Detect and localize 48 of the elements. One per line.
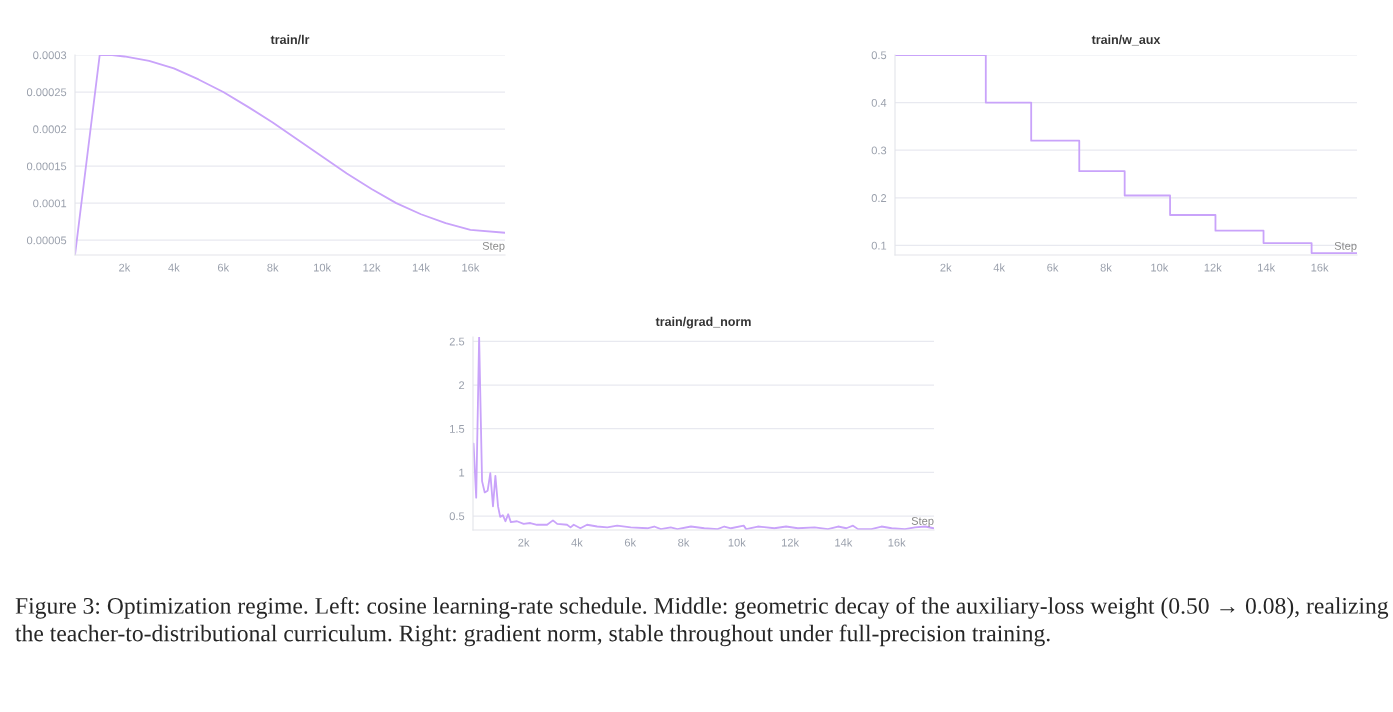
- y-tick-label: 1: [459, 468, 465, 477]
- y-tick-label: 2: [459, 381, 465, 390]
- y-tick-label: 0.0001: [33, 199, 67, 208]
- line-series: [473, 337, 934, 530]
- y-tick-label: 2.5: [449, 337, 465, 346]
- x-tick-label: 12k: [363, 263, 381, 272]
- x-tick-label: 6k: [624, 538, 637, 547]
- y-tick-label: 0.0003: [33, 51, 67, 60]
- y-tick-label: 0.5: [871, 51, 887, 60]
- y-tick-label: 0.5: [449, 512, 465, 521]
- caption: Figure 3: Optimization regime. Left: cosine learning-rate schedule. Middle: geometric decay of the auxiliary-loss weight (0.50 → 0.08), realizing the teacher-to-distributional curriculum. Right: gradient norm, stable throughout under full-precision training.: [15, 597, 1389, 647]
- y-tick-label: 0.1: [871, 241, 887, 250]
- x-tick-label: 2k: [119, 263, 131, 272]
- x-tick-label: 2k: [940, 263, 952, 272]
- x-tick-label: 14k: [412, 263, 430, 272]
- y-tick-label: 0.3: [871, 146, 887, 155]
- x-axis-title: Step: [911, 517, 934, 528]
- y-tick-label: 0.00005: [26, 236, 67, 245]
- y-tick-label: 0.2: [871, 194, 887, 202]
- x-tick-label: 8k: [267, 263, 279, 272]
- x-tick-label: 10k: [1151, 263, 1169, 272]
- chart-title: train/grad_norm: [655, 316, 751, 329]
- x-tick-label: 14k: [1258, 263, 1276, 272]
- x-tick-label: 8k: [678, 538, 690, 547]
- y-tick-label: 0.00015: [26, 162, 67, 171]
- x-tick-label: 4k: [168, 263, 180, 272]
- y-tick-label: 0.0002: [33, 125, 67, 134]
- x-tick-label: 4k: [571, 538, 583, 547]
- y-tick-label: 0.00025: [26, 88, 67, 97]
- x-tick-label: 16k: [888, 538, 906, 547]
- x-tick-label: 2k: [518, 538, 530, 547]
- x-tick-label: 16k: [1311, 263, 1329, 272]
- x-tick-label: 6k: [1047, 263, 1059, 272]
- x-tick-label: 4k: [993, 263, 1006, 272]
- x-tick-label: 12k: [781, 538, 800, 547]
- x-axis-title: Step: [482, 241, 505, 252]
- x-tick-label: 6k: [217, 263, 230, 272]
- y-tick-label: 1.5: [450, 425, 465, 433]
- x-tick-label: 10k: [728, 538, 746, 547]
- x-tick-label: 12k: [1204, 263, 1222, 272]
- x-axis-title: Step: [1334, 241, 1357, 252]
- x-tick-label: 8k: [1100, 263, 1112, 272]
- x-tick-label: 16k: [462, 263, 480, 272]
- chart-title: train/w_aux: [1091, 34, 1161, 46]
- y-tick-label: 0.4: [871, 98, 887, 107]
- chart-title: train/lr: [270, 34, 310, 45]
- x-tick-label: 14k: [835, 538, 853, 547]
- x-tick-label: 10k: [314, 263, 332, 272]
